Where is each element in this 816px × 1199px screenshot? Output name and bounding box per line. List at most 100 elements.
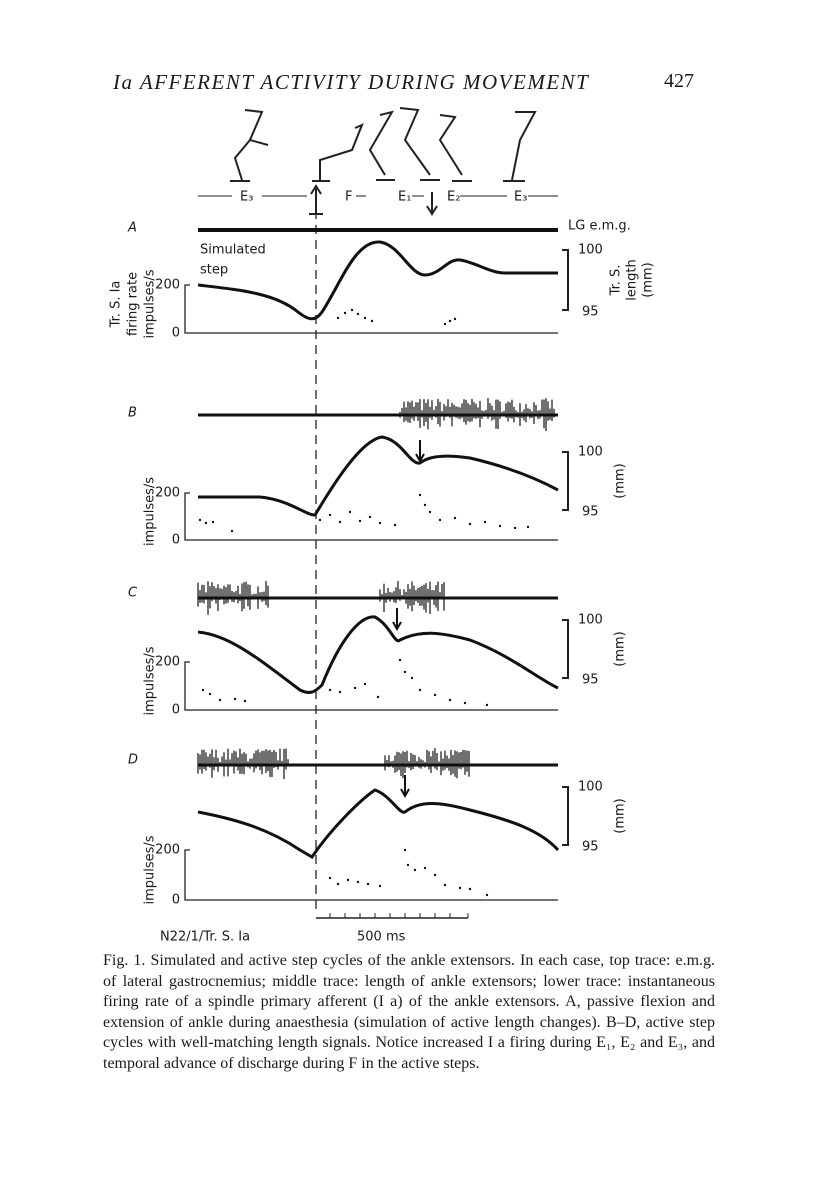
- rate-dot: [201, 688, 205, 692]
- figure: N22/1/Tr. S. Ia 500 ms LG e.m.g. E₃ F E₁ E₂…: [109, 107, 656, 945]
- caption-label: Fig. 1.: [103, 952, 146, 969]
- rate-dot: [468, 887, 472, 891]
- rate-dot: [328, 876, 332, 880]
- rate-dot: [363, 682, 367, 686]
- rate-dot: [403, 848, 407, 852]
- rate-dot: [366, 882, 370, 886]
- rate-axis: [184, 849, 558, 901]
- rate-dot: [483, 520, 487, 524]
- length-scale: [562, 249, 569, 311]
- recording-id: N22/1/Tr. S. Ia: [160, 930, 250, 945]
- rate-dot: [328, 513, 332, 517]
- rate-dot: [208, 692, 212, 696]
- length-tick: 95: [582, 673, 599, 688]
- running-title: Ia AFFERENT ACTIVITY DURING MOVEMENT: [113, 70, 590, 94]
- rate-dot: [233, 697, 237, 701]
- rate-axis: [184, 284, 558, 334]
- length-tick: 95: [582, 305, 599, 320]
- rate-dot: [218, 698, 222, 702]
- rate-dot: [418, 688, 422, 692]
- rate-label: Tr. S. Ia: [109, 281, 124, 329]
- panel-label: D: [128, 753, 138, 768]
- extension-arrow: [426, 192, 438, 216]
- rate-dot: [370, 319, 374, 323]
- length-tick: 100: [578, 780, 603, 795]
- length-scale: [562, 786, 569, 846]
- length-label: (mm): [613, 463, 628, 498]
- rate-dot: [338, 520, 342, 524]
- caption-text: Simulated and active step cycles of the …: [103, 952, 716, 1072]
- rate-dot: [413, 868, 417, 872]
- length-scale: [562, 451, 569, 511]
- length-trace: [197, 788, 560, 860]
- rate-dot: [418, 493, 422, 497]
- rate-dot: [448, 319, 452, 323]
- rate-label: firing rate: [126, 272, 141, 336]
- rate-dot: [403, 670, 407, 674]
- rate-dot: [358, 519, 362, 523]
- rate-tick: 200: [155, 843, 180, 858]
- rate-dot: [243, 699, 247, 703]
- rate-dot: [376, 695, 380, 699]
- rate-dot: [198, 518, 202, 522]
- rate-dot: [423, 866, 427, 870]
- rate-dot: [356, 880, 360, 884]
- phase-label: E₃: [514, 190, 527, 205]
- rate-axis: [184, 492, 558, 541]
- rate-dot: [433, 693, 437, 697]
- rate-dot: [393, 523, 397, 527]
- rate-dot: [368, 515, 372, 519]
- panel-label: B: [128, 406, 137, 421]
- flexion-arrow: [309, 184, 323, 215]
- length-scale: [562, 619, 569, 679]
- arrow: [415, 440, 425, 464]
- length-label: (mm): [613, 631, 628, 666]
- rate-dot: [378, 521, 382, 525]
- rate-dot: [328, 688, 332, 692]
- rate-label: impulses/s: [143, 646, 158, 715]
- rate-dot: [318, 518, 322, 522]
- length-label: length: [625, 259, 640, 300]
- rate-tick: 200: [155, 486, 180, 501]
- rate-axis: [184, 661, 558, 711]
- rate-dot: [468, 522, 472, 526]
- stick-figures: [230, 107, 537, 182]
- rate-tick: 200: [155, 278, 180, 293]
- length-trace: [197, 240, 558, 321]
- page-number: 427: [664, 70, 694, 92]
- length-trace: [197, 615, 559, 694]
- phase-label: E₃: [240, 190, 253, 205]
- rate-dot: [356, 312, 360, 316]
- length-trace: [198, 435, 559, 517]
- phase-label: E₂: [447, 190, 460, 205]
- rate-dot: [336, 882, 340, 886]
- length-label: Tr. S.: [609, 265, 624, 297]
- rate-tick: 0: [172, 533, 180, 548]
- emg-burst: [197, 581, 445, 615]
- rate-dot: [348, 510, 352, 514]
- panel-label: C: [128, 586, 138, 601]
- annotation: step: [200, 263, 228, 278]
- rate-dot: [485, 703, 489, 707]
- emg-label: LG e.m.g.: [568, 219, 631, 234]
- rate-dot: [453, 317, 457, 321]
- arrow: [400, 775, 410, 799]
- rate-dot: [428, 510, 432, 514]
- rate-dot: [498, 524, 502, 528]
- rate-dot: [204, 521, 208, 525]
- rate-dot: [346, 878, 350, 882]
- rate-label: impulses/s: [143, 269, 158, 338]
- rate-dot: [458, 886, 462, 890]
- rate-dot: [433, 873, 437, 877]
- rate-dot: [338, 690, 342, 694]
- emg-burst: [197, 748, 470, 780]
- rate-dot: [438, 518, 442, 522]
- rate-tick: 0: [172, 326, 180, 341]
- rate-tick: 0: [172, 703, 180, 718]
- rate-dot: [513, 526, 517, 530]
- rate-dot: [343, 311, 347, 315]
- length-tick: 95: [582, 840, 599, 855]
- length-tick: 100: [578, 243, 603, 258]
- rate-dot: [485, 893, 489, 897]
